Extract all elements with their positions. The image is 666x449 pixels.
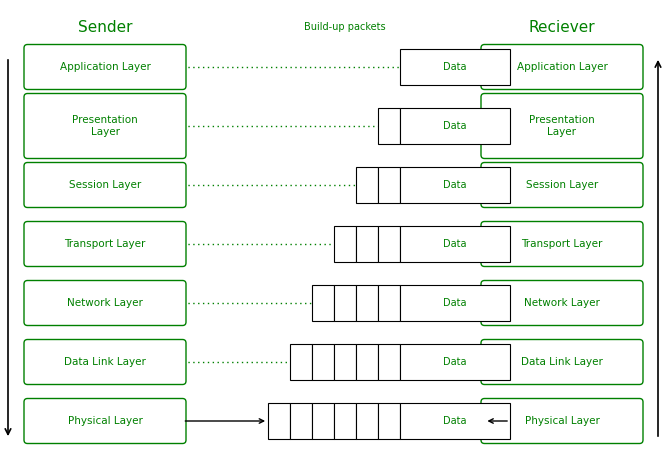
Text: Data: Data xyxy=(444,357,467,367)
Text: Session Layer: Session Layer xyxy=(526,180,598,190)
Text: Network Layer: Network Layer xyxy=(524,298,600,308)
Bar xyxy=(400,344,510,380)
Bar xyxy=(312,285,334,321)
FancyBboxPatch shape xyxy=(24,163,186,207)
Bar xyxy=(268,403,290,439)
FancyBboxPatch shape xyxy=(481,399,643,444)
Bar xyxy=(378,403,400,439)
Bar xyxy=(290,344,312,380)
Bar xyxy=(356,285,378,321)
Text: Data: Data xyxy=(444,239,467,249)
Bar xyxy=(400,403,510,439)
Text: Network Layer: Network Layer xyxy=(67,298,143,308)
FancyBboxPatch shape xyxy=(24,93,186,158)
Bar xyxy=(378,226,400,262)
FancyBboxPatch shape xyxy=(481,93,643,158)
Text: Application Layer: Application Layer xyxy=(517,62,607,72)
Text: Data Link Layer: Data Link Layer xyxy=(64,357,146,367)
Text: Application Layer: Application Layer xyxy=(59,62,151,72)
FancyBboxPatch shape xyxy=(24,281,186,326)
FancyBboxPatch shape xyxy=(24,339,186,384)
Bar xyxy=(400,226,510,262)
Text: Physical Layer: Physical Layer xyxy=(525,416,599,426)
Bar xyxy=(312,344,334,380)
FancyBboxPatch shape xyxy=(24,221,186,267)
Text: Physical Layer: Physical Layer xyxy=(67,416,143,426)
Bar xyxy=(378,344,400,380)
Text: Data: Data xyxy=(444,298,467,308)
FancyBboxPatch shape xyxy=(481,221,643,267)
Text: Data: Data xyxy=(444,180,467,190)
Bar xyxy=(356,403,378,439)
Bar xyxy=(356,344,378,380)
Text: Data: Data xyxy=(444,416,467,426)
FancyBboxPatch shape xyxy=(481,339,643,384)
Bar xyxy=(334,344,356,380)
Bar xyxy=(290,403,312,439)
Text: Data: Data xyxy=(444,62,467,72)
Text: Presentation
Layer: Presentation Layer xyxy=(72,115,138,137)
Text: Data: Data xyxy=(444,121,467,131)
Bar xyxy=(312,403,334,439)
Text: Transport Layer: Transport Layer xyxy=(521,239,603,249)
Text: Build-up packets: Build-up packets xyxy=(304,22,386,32)
FancyBboxPatch shape xyxy=(481,281,643,326)
Text: Presentation
Layer: Presentation Layer xyxy=(529,115,595,137)
Bar xyxy=(400,167,510,203)
Bar xyxy=(378,108,400,144)
Bar xyxy=(400,49,510,85)
Text: Session Layer: Session Layer xyxy=(69,180,141,190)
Text: Transport Layer: Transport Layer xyxy=(65,239,146,249)
Bar xyxy=(334,403,356,439)
Bar xyxy=(356,226,378,262)
Bar xyxy=(334,285,356,321)
Bar xyxy=(400,108,510,144)
Bar xyxy=(400,285,510,321)
FancyBboxPatch shape xyxy=(481,163,643,207)
Bar xyxy=(378,167,400,203)
Bar xyxy=(378,285,400,321)
Text: Data Link Layer: Data Link Layer xyxy=(521,357,603,367)
Bar xyxy=(356,167,378,203)
FancyBboxPatch shape xyxy=(24,44,186,89)
Text: Sender: Sender xyxy=(78,19,133,35)
FancyBboxPatch shape xyxy=(24,399,186,444)
FancyBboxPatch shape xyxy=(481,44,643,89)
Bar xyxy=(334,226,356,262)
Text: Reciever: Reciever xyxy=(529,19,595,35)
